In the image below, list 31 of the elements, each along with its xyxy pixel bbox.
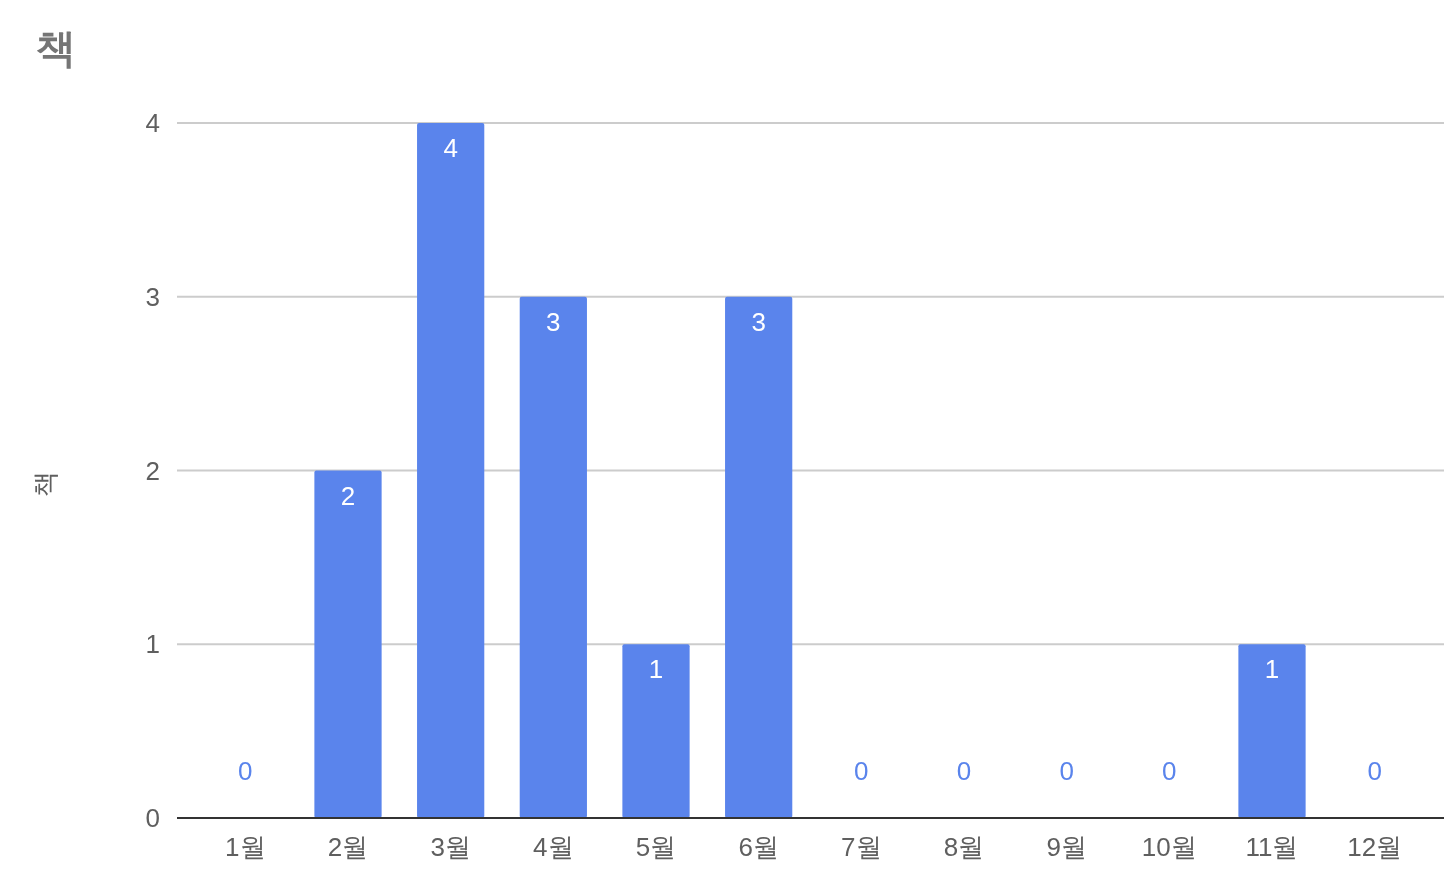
y-tick-label: 0 xyxy=(145,803,160,833)
x-tick-label: 5월 xyxy=(635,832,677,862)
x-tick-label: 2월 xyxy=(327,832,369,862)
x-tick-label: 10월 xyxy=(1141,832,1197,862)
data-label: 1 xyxy=(648,654,664,685)
x-tick-label: 9월 xyxy=(1046,832,1087,862)
x-tick-label: 6월 xyxy=(738,832,779,862)
data-label: 0 xyxy=(1059,756,1074,786)
x-tick-label: 8월 xyxy=(943,832,985,862)
data-label: 0 xyxy=(956,756,972,786)
x-tick-label: 4월 xyxy=(533,832,574,862)
data-label: 4 xyxy=(443,133,458,163)
chart-title: 책 xyxy=(36,26,76,70)
y-tick-label: 3 xyxy=(145,281,160,312)
x-tick-label: 12월 xyxy=(1347,832,1403,862)
y-tick-label: 4 xyxy=(145,108,160,138)
x-tick-label: 7월 xyxy=(841,832,882,862)
x-tick-label: 11월 xyxy=(1245,832,1299,862)
data-label: 0 xyxy=(1367,756,1382,786)
x-tick-label: 3월 xyxy=(430,832,471,862)
data-label: 3 xyxy=(751,306,766,337)
data-label: 2 xyxy=(340,480,356,511)
data-label: 3 xyxy=(546,306,561,337)
x-tick-label: 1월 xyxy=(225,832,266,862)
y-tick-label: 2 xyxy=(145,455,160,486)
data-label: 0 xyxy=(238,756,253,786)
y-axis-title: 책 xyxy=(30,470,60,497)
data-label: 0 xyxy=(854,756,869,786)
data-label: 0 xyxy=(1162,756,1177,786)
data-label: 1 xyxy=(1264,654,1280,685)
y-tick-label: 1 xyxy=(145,629,160,660)
